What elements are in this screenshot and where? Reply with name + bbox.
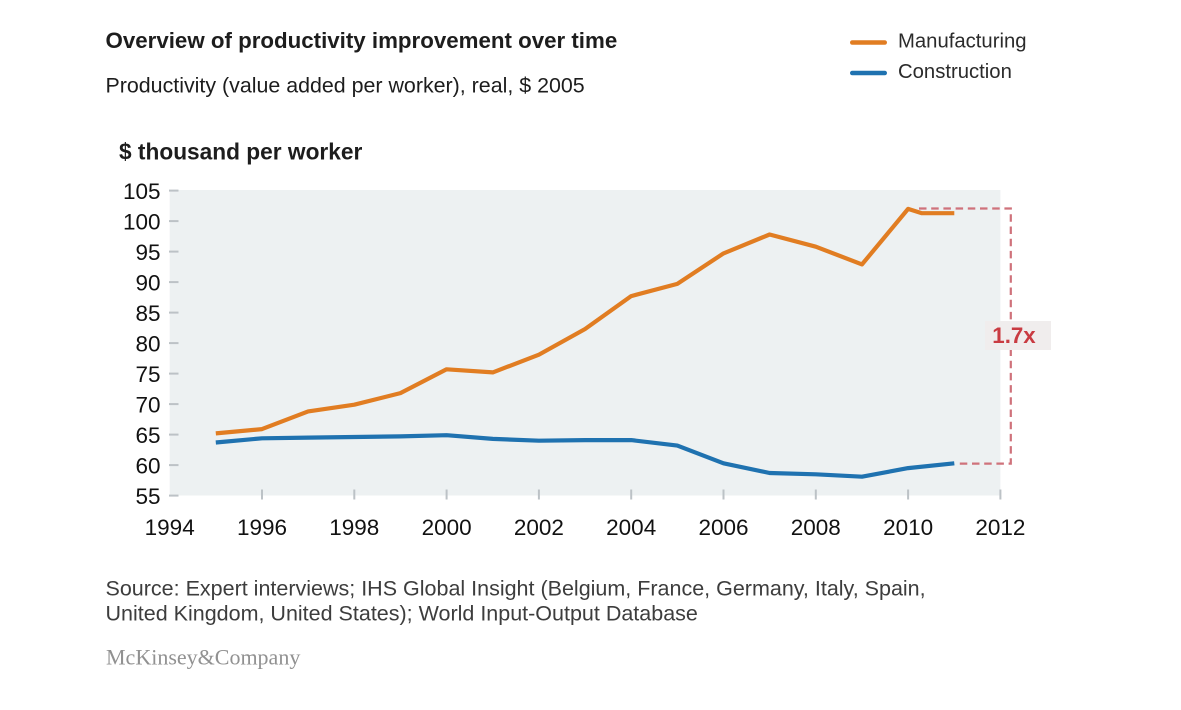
svg-text:Source: Expert interviews; IHS: Source: Expert interviews; IHS Global In… <box>106 577 926 601</box>
svg-text:90: 90 <box>135 270 160 295</box>
svg-text:80: 80 <box>135 331 160 356</box>
svg-text:2008: 2008 <box>791 515 841 540</box>
svg-text:2010: 2010 <box>883 515 933 540</box>
svg-text:Construction: Construction <box>898 61 1012 83</box>
svg-text:United Kingdom, United States): United Kingdom, United States); World In… <box>106 601 698 625</box>
svg-text:60: 60 <box>135 453 160 478</box>
svg-text:100: 100 <box>123 209 161 234</box>
svg-text:95: 95 <box>135 240 160 265</box>
svg-text:2012: 2012 <box>975 515 1025 540</box>
svg-text:$ thousand per worker: $ thousand per worker <box>119 139 362 165</box>
svg-text:105: 105 <box>123 179 161 204</box>
svg-text:1998: 1998 <box>329 515 379 540</box>
svg-text:McKinsey&Company: McKinsey&Company <box>106 645 300 670</box>
svg-text:Productivity (value added per: Productivity (value added per worker), r… <box>106 74 585 98</box>
svg-text:1996: 1996 <box>237 515 287 540</box>
svg-text:75: 75 <box>135 362 160 387</box>
svg-text:1994: 1994 <box>145 515 195 540</box>
svg-text:2000: 2000 <box>422 515 472 540</box>
svg-text:70: 70 <box>135 392 160 417</box>
svg-text:55: 55 <box>135 484 160 509</box>
svg-text:2006: 2006 <box>698 515 748 540</box>
svg-text:85: 85 <box>135 301 160 326</box>
svg-text:Manufacturing: Manufacturing <box>898 30 1027 52</box>
svg-text:2004: 2004 <box>606 515 656 540</box>
svg-text:Overview of productivity impro: Overview of productivity improvement ove… <box>106 28 618 53</box>
svg-text:1.7x: 1.7x <box>992 323 1036 348</box>
svg-text:2002: 2002 <box>514 515 564 540</box>
svg-text:65: 65 <box>135 423 160 448</box>
